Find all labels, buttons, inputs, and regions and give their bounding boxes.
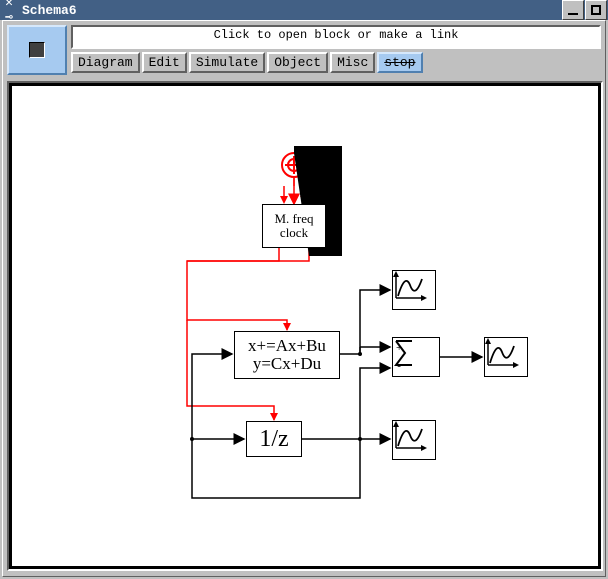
menubar: Diagram Edit Simulate Object Misc stop [71,52,601,73]
stop-button[interactable] [7,25,67,75]
window-title: Schema6 [18,3,562,18]
scope-block-3[interactable] [484,337,528,377]
toolbar: Click to open block or make a link Diagr… [7,25,601,75]
sum-block[interactable]: + - [392,337,440,377]
ss-label-1: x+=Ax+Bu [248,337,326,355]
clock-label-2: clock [280,226,308,240]
menu-misc[interactable]: Misc [330,52,375,73]
clock-label-1: M. freq [275,212,314,226]
menu-diagram[interactable]: Diagram [71,52,140,73]
diagram-canvas[interactable]: M. freq clock x+=Ax+Bu y=Cx+Du 1/z [12,86,598,566]
toolbar-right: Click to open block or make a link Diagr… [71,25,601,73]
stop-icon [29,42,45,58]
sigma-icon [393,338,415,368]
scope-block-2[interactable] [392,420,436,460]
maximize-button[interactable] [585,0,607,20]
menu-object[interactable]: Object [267,52,328,73]
menu-edit[interactable]: Edit [142,52,187,73]
minimize-button[interactable] [562,0,584,20]
scope-icon [393,421,427,451]
titlebar: ✕ ⊸ Schema6 [0,0,608,20]
clock-block[interactable]: M. freq clock [262,204,326,248]
window-body: Click to open block or make a link Diagr… [2,20,606,577]
delay-label: 1/z [259,426,288,453]
state-space-block[interactable]: x+=Ax+Bu y=Cx+Du [234,331,340,379]
scope-block-1[interactable] [392,270,436,310]
menu-simulate[interactable]: Simulate [189,52,265,73]
delay-block[interactable]: 1/z [246,421,302,457]
scope-icon [485,338,519,368]
ss-label-2: y=Cx+Du [253,355,321,373]
canvas-frame: M. freq clock x+=Ax+Bu y=Cx+Du 1/z [7,81,603,571]
wire-layer [12,86,598,566]
window-system-icon: ✕ ⊸ [0,0,18,25]
menu-stop[interactable]: stop [377,52,422,73]
hint-field: Click to open block or make a link [71,25,601,49]
scope-icon [393,271,427,301]
